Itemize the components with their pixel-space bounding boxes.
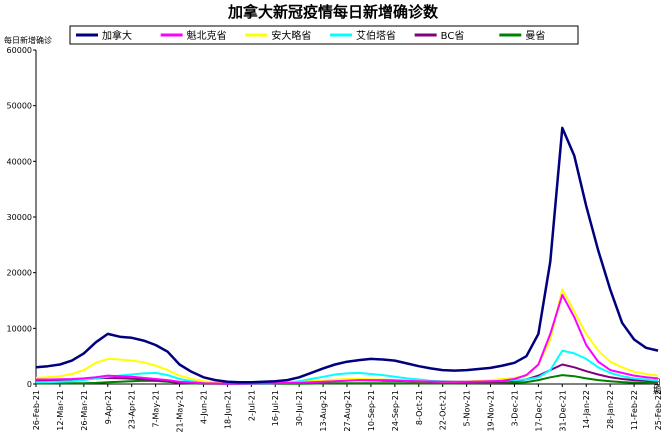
series-line: [35, 288, 659, 385]
legend: 加拿大 魁北克省 安大略省 艾伯塔省 BC省 曼省: [69, 25, 579, 45]
x-tick-label: 28-Jan-22: [606, 390, 615, 429]
series-line: [36, 374, 659, 385]
series-line: [35, 349, 659, 385]
x-tick-label: 18-Jun-21: [223, 390, 232, 429]
x-tick-label: 13-Aug-21: [319, 390, 328, 432]
x-tick-label: 4-Jun-21: [199, 390, 208, 424]
x-tick-label: 5-Nov-21: [463, 390, 472, 426]
x-tick-label: 31-Dec-21: [558, 390, 567, 432]
legend-entry: 安大略省: [271, 29, 311, 42]
x-tick-label: 27-Aug-21: [343, 390, 352, 432]
x-tick-label: 17-Dec-21: [534, 390, 543, 432]
legend-entry: BC省: [441, 29, 465, 42]
x-tick-label: 26-Mar-21: [80, 390, 89, 431]
legend-box: [69, 25, 579, 45]
x-tick-label: 21-May-21: [176, 390, 185, 433]
x-tick-label: 23-Apr-21: [128, 390, 137, 429]
x-axis-label: 日期: [653, 378, 662, 395]
y-tick-label: 60000: [7, 46, 32, 55]
x-tick-label: 16-Jul-21: [271, 390, 280, 426]
x-tick-label: 8-Oct-21: [415, 390, 424, 425]
x-tick-label: 19-Nov-21: [487, 390, 496, 432]
y-axis: 0 10000 20000 30000 40000 50000 60000: [7, 46, 37, 389]
x-tick-label: 25-Feb-22: [654, 390, 663, 430]
x-tick-label: 9-Apr-21: [104, 390, 113, 424]
y-tick-label: 20000: [7, 269, 32, 278]
y-tick-label: 40000: [7, 157, 32, 166]
y-tick-label: 10000: [7, 324, 32, 333]
x-tick-label: 12-Mar-21: [56, 390, 65, 431]
x-tick-label: 7-May-21: [152, 390, 161, 427]
x-tick-label: 11-Feb-22: [630, 390, 639, 430]
x-tick-label: 30-Jul-21: [295, 390, 304, 426]
series-line: [35, 126, 659, 384]
y-tick-label: 0: [27, 380, 32, 389]
x-tick-label: 2-Jul-21: [247, 390, 256, 421]
y-tick-label: 30000: [7, 213, 32, 222]
x-tick-label: 26-Feb-21: [32, 390, 41, 430]
y-tick-label: 50000: [7, 102, 32, 111]
legend-entry: 艾伯塔省: [356, 29, 396, 42]
x-tick-label: 22-Oct-21: [439, 390, 448, 430]
series-line: [36, 293, 659, 385]
chart-title: 加拿大新冠疫情每日新增确诊数: [227, 3, 439, 21]
x-tick-label: 10-Sep-21: [367, 390, 376, 431]
x-tick-label: 24-Sep-21: [391, 390, 400, 431]
x-tick-label: 3-Dec-21: [510, 390, 519, 427]
y-axis-label: 每日新增确诊: [4, 35, 52, 45]
series-layer: [35, 126, 659, 385]
x-axis: 26-Feb-21 12-Mar-21 26-Mar-21 9-Apr-21 23-Ap…: [32, 383, 663, 433]
legend-entry: 魁北克省: [187, 29, 227, 42]
x-tick-label: 14-Jan-22: [582, 390, 591, 429]
legend-entry: 曼省: [525, 29, 545, 42]
legend-entry: 加拿大: [102, 29, 132, 42]
